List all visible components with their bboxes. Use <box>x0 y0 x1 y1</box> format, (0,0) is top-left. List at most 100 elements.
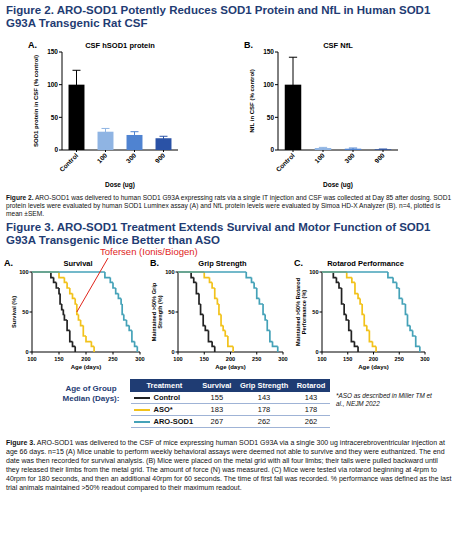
survival-step <box>397 282 400 288</box>
survival-step <box>212 282 215 288</box>
survival-step <box>232 346 234 352</box>
table-header-cell: Grip Strength <box>236 380 293 392</box>
survival-step <box>81 320 84 326</box>
survival-step <box>362 304 364 314</box>
x-tick <box>178 352 179 355</box>
table-note: *ASO as described in Miller TM et al., N… <box>336 392 432 408</box>
y-axis-label-line: Performance (%) <box>301 290 307 335</box>
survival-step <box>64 278 67 283</box>
treatment-name: ASO* <box>154 405 173 414</box>
y-tick-label: 0 <box>315 349 318 355</box>
median-value: 267 <box>198 416 235 428</box>
survival-step <box>196 282 199 293</box>
median-value: 178 <box>293 404 330 416</box>
y-tick-label: 0 <box>171 349 174 355</box>
chart-title: CSF NfL <box>323 41 353 50</box>
x-tick-label: 250 <box>108 356 117 362</box>
survival-step <box>110 278 113 283</box>
table-row: Control155143143 <box>131 392 330 404</box>
y-tick <box>59 52 62 53</box>
treatment-name: ARO-SOD1 <box>154 417 194 426</box>
y-axis-line <box>278 52 279 150</box>
survival-step <box>360 298 362 304</box>
y-tick <box>30 312 33 313</box>
x-axis-label: Dose (ug) <box>323 181 353 189</box>
step-chart: B.Grip StrengthMaintained >50% GripStren… <box>150 258 288 370</box>
survival-step <box>270 330 273 341</box>
survival-step <box>354 342 358 347</box>
treatment-cell: ASO* <box>131 404 199 416</box>
survival-step <box>212 342 215 347</box>
x-tick-label: 900 <box>373 151 386 164</box>
survival-step <box>83 326 86 336</box>
x-tick <box>76 150 77 152</box>
survival-step <box>416 336 420 346</box>
x-tick <box>283 352 284 355</box>
y-tick-label: 100 <box>165 269 174 275</box>
survival-step <box>219 304 221 314</box>
legend-swatch <box>134 397 150 399</box>
y-axis-label-line: Maintained >50% Grip <box>151 282 157 341</box>
table-header-cell: Rotarod <box>293 380 330 392</box>
survival-step <box>135 342 138 347</box>
x-tick <box>140 352 141 355</box>
bar <box>345 149 362 150</box>
survival-step <box>127 320 130 326</box>
x-tick-label: 300 <box>343 151 356 164</box>
survival-step <box>64 314 67 320</box>
survival-step <box>70 288 73 294</box>
x-tick <box>113 352 114 355</box>
y-tick <box>176 312 179 313</box>
chart-title: Grip Strength <box>198 259 247 268</box>
survival-step <box>393 278 397 283</box>
x-tick <box>256 352 257 355</box>
x-tick-label: 250 <box>252 356 261 362</box>
chart-title: CSF hSOD1 protein <box>85 41 155 50</box>
figure-caption: Figure 2. ARO-SOD1 was delivered to huma… <box>6 194 452 219</box>
x-tick-label: 900 <box>154 151 167 164</box>
chart-title: Survival <box>63 259 92 268</box>
x-tick-label: 100 <box>313 151 326 164</box>
x-tick-label: 100 <box>96 151 109 164</box>
y-tick-label: 50 <box>312 309 318 315</box>
survival-step <box>59 288 60 294</box>
x-tick-label: 300 <box>125 151 138 164</box>
survival-step <box>215 288 218 298</box>
y-tick-label: 50 <box>267 114 275 121</box>
y-tick-label: 100 <box>19 269 28 275</box>
x-axis-label: Dose (ug) <box>105 181 135 189</box>
median-value: 183 <box>198 404 235 416</box>
x-axis-label: Age (days) <box>358 364 389 370</box>
survival-step <box>405 304 407 314</box>
survival-step <box>221 314 223 325</box>
y-axis-label-line: Survival (%) <box>11 296 17 328</box>
error-bar <box>349 148 357 149</box>
median-value: 178 <box>236 404 293 416</box>
survival-step <box>56 282 59 288</box>
survival-step <box>342 288 345 304</box>
error-bar <box>379 149 387 150</box>
bar <box>375 149 392 150</box>
x-tick-label: 250 <box>395 356 404 362</box>
error-bar <box>289 57 297 112</box>
x-tick-label: Control <box>58 152 79 173</box>
bar <box>315 148 332 150</box>
y-tick-label: 0 <box>270 146 274 153</box>
survival-step <box>54 278 57 283</box>
survival-step <box>136 346 138 352</box>
median-table: TreatmentSurvivalGrip StrengthRotarodCon… <box>130 379 330 428</box>
x-tick-label: 150 <box>200 356 209 362</box>
y-tick-label: 100 <box>47 81 58 88</box>
x-tick <box>323 150 324 152</box>
x-tick <box>105 150 106 152</box>
survival-step <box>124 314 127 320</box>
survival-step <box>339 282 342 288</box>
survival-step <box>118 294 121 299</box>
survival-step <box>75 298 77 304</box>
treatment-cell: ARO-SOD1 <box>131 416 199 428</box>
y-tick-label: 50 <box>22 309 28 315</box>
survival-step <box>273 342 278 347</box>
survival-step <box>129 326 132 331</box>
survival-step <box>357 346 359 352</box>
x-tick <box>293 150 294 152</box>
